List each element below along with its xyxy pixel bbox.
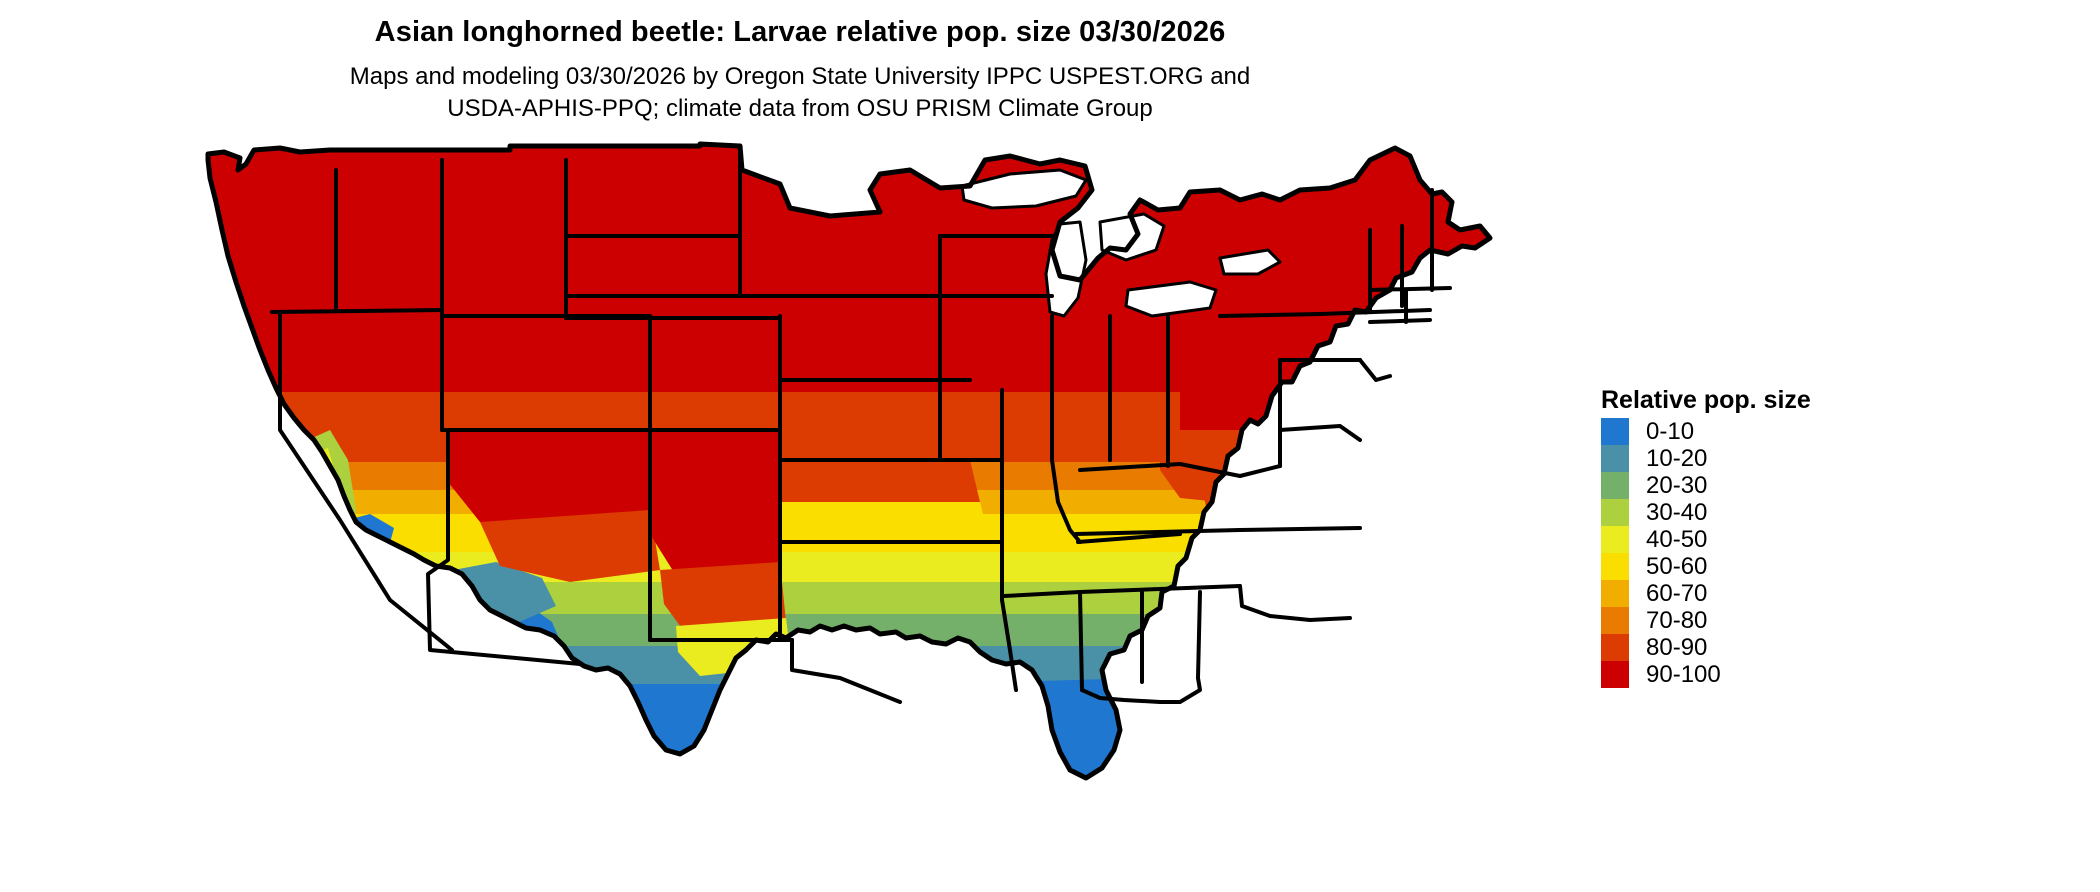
- legend-items: 0-10 10-20 20-30 30-40 40-50 50-60 60-70 70-80 8…: [1601, 418, 2021, 688]
- smoky-mountains-warm: [1200, 478, 1260, 522]
- border-md-va: [1358, 358, 1392, 382]
- border-la-ms: [1078, 590, 1084, 692]
- plains-orange-wedge: [740, 460, 980, 514]
- map-svg: [205, 141, 1493, 781]
- legend-label: 40-50: [1646, 526, 1708, 553]
- page-subtitle: Maps and modeling 03/30/2026 by Oregon S…: [0, 61, 1600, 125]
- band-20-30: [208, 614, 1490, 648]
- arizona-transition: [480, 510, 660, 582]
- legend-swatch: [1601, 445, 1629, 472]
- border-az-ca-mx: [426, 428, 582, 666]
- legend-label: 90-100: [1646, 661, 1721, 688]
- legend-row: 90-100: [1601, 661, 2021, 688]
- legend-row: 0-10: [1601, 418, 2021, 445]
- border-ga-sc-nc: [1238, 584, 1352, 622]
- legend-row: 20-30: [1601, 472, 2021, 499]
- border-ar-la-tx: [1000, 540, 1018, 692]
- legend-row: 60-70: [1601, 580, 2021, 607]
- lake-superior: [960, 168, 1088, 210]
- legend-swatch: [1601, 634, 1629, 661]
- legend-label: 10-20: [1646, 445, 1708, 472]
- lake-erie: [1124, 280, 1218, 318]
- subtitle-line-1: Maps and modeling 03/30/2026 by Oregon S…: [349, 63, 1251, 90]
- conus-outline: [205, 141, 1493, 781]
- band-40-50: [208, 552, 1490, 584]
- legend-swatch: [1601, 499, 1629, 526]
- subtitle-line-2: USDA-APHIS-PPQ; climate data from OSU PR…: [447, 95, 1153, 122]
- legend-swatch: [1601, 661, 1629, 688]
- legend-row: 40-50: [1601, 526, 2021, 553]
- band-10-20: [208, 646, 1490, 686]
- arizona-plateau-hot: [448, 430, 650, 534]
- legend-row: 80-90: [1601, 634, 2021, 661]
- legend-label: 60-70: [1646, 580, 1708, 607]
- band-0-10-south: [208, 684, 1490, 778]
- oklahoma-yellow-wedge: [755, 502, 990, 544]
- legend-label: 70-80: [1646, 607, 1708, 634]
- border-ky-in-oh-wv: [1078, 462, 1282, 478]
- legend-label: 20-30: [1646, 472, 1708, 499]
- legend-row: 10-20: [1601, 445, 2021, 472]
- legend-row: 70-80: [1601, 607, 2021, 634]
- legend-label: 0-10: [1646, 418, 1695, 445]
- border-ar-la: [1002, 590, 1082, 598]
- state-boundaries: [270, 148, 1452, 704]
- border-ny-pa: [1318, 308, 1432, 316]
- us-choropleth-map: [180, 130, 1580, 880]
- legend-swatch: [1601, 472, 1629, 499]
- border-il-mo-ky: [1050, 458, 1082, 544]
- border-pa-oh-ny: [1218, 312, 1322, 318]
- border-ar-tn: [1076, 532, 1182, 544]
- legend-title: Relative pop. size: [1601, 386, 1811, 414]
- border-ga-fl: [1158, 676, 1202, 704]
- border-tx-mx: [790, 638, 902, 704]
- border-tn-va-nc: [1238, 526, 1362, 532]
- legend-row: 50-60: [1601, 553, 2021, 580]
- new-mexico-transition: [660, 562, 786, 634]
- legend-swatch: [1601, 553, 1629, 580]
- border-ma-ct-ri: [1368, 318, 1432, 324]
- page-title: Asian longhorned beetle: Larvae relative…: [374, 16, 1226, 48]
- border-al-ga: [1196, 590, 1202, 680]
- border-wv-va: [1278, 424, 1362, 442]
- title-block: Asian longhorned beetle: Larvae relative…: [0, 14, 1600, 125]
- legend-swatch: [1601, 580, 1629, 607]
- legend-row: 30-40: [1601, 499, 2021, 526]
- legend-label: 80-90: [1646, 634, 1708, 661]
- legend-label: 30-40: [1646, 499, 1708, 526]
- lake-ontario: [1218, 248, 1282, 276]
- legend-swatch: [1601, 418, 1629, 445]
- border-ms-al-tn: [1078, 584, 1242, 594]
- legend-swatch: [1601, 526, 1629, 553]
- mojave-colorado-desert: [278, 586, 394, 678]
- legend-swatch: [1601, 607, 1629, 634]
- legend-label: 50-60: [1646, 553, 1708, 580]
- border-or-nv-ca: [270, 308, 444, 314]
- new-mexico-hot: [650, 430, 780, 582]
- border-ma-vt-nh: [1368, 286, 1452, 292]
- carolina-coastal-green: [1152, 590, 1240, 650]
- legend: Relative pop. size 0-10 10-20 20-30 30-40 40…: [1601, 386, 2021, 688]
- border-ky-tn: [1074, 528, 1242, 536]
